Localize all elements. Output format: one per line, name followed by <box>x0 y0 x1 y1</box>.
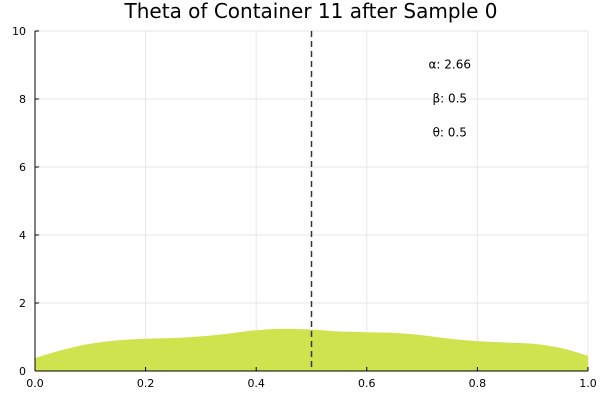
y-tick-label: 0 <box>19 365 26 378</box>
y-tick-label: 4 <box>19 229 26 242</box>
annotation-label: θ: 0.5 <box>433 125 467 139</box>
y-tick-label: 2 <box>19 297 26 310</box>
annotation-label: β: 0.5 <box>432 91 467 105</box>
y-tick-label: 8 <box>19 93 26 106</box>
y-tick-label: 6 <box>19 161 26 174</box>
x-tick-label: 0.0 <box>26 377 44 390</box>
x-tick-label: 0.2 <box>137 377 155 390</box>
x-tick-label: 0.8 <box>469 377 487 390</box>
area-series-0 <box>35 328 588 371</box>
axes <box>34 30 589 372</box>
chart-title: Theta of Container 11 after Sample 0 <box>124 0 498 23</box>
tick-labels: 0.0 0.2 0.4 0.6 0.8 1.0 0 2 4 6 8 10 <box>12 25 597 390</box>
x-tick-label: 0.4 <box>247 377 265 390</box>
x-tick-label: 1.0 <box>579 377 597 390</box>
y-tick-label: 10 <box>12 25 26 38</box>
annotation-label: α: 2.66 <box>429 57 472 71</box>
area-layer <box>35 328 588 371</box>
x-tick-label: 0.6 <box>358 377 376 390</box>
annotations: α: 2.66 β: 0.5 θ: 0.5 <box>429 57 472 139</box>
